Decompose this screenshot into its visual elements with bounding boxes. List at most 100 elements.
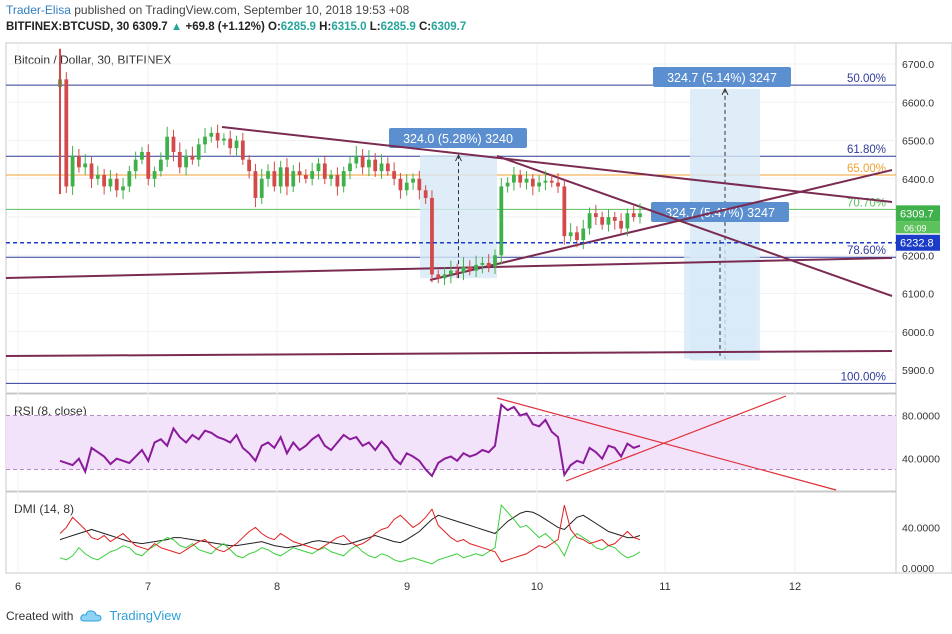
candle-body	[335, 174, 340, 187]
candle-body	[474, 264, 478, 271]
candle-body	[619, 220, 623, 229]
candlestick-series	[58, 48, 642, 286]
candle-body	[83, 163, 88, 168]
candle-body	[190, 155, 195, 160]
time-tick-label: 7	[145, 581, 151, 593]
time-axis-ticks: 6 7 8 9 10 11 12	[15, 581, 801, 593]
price-line-tag: 6232.8	[900, 238, 934, 250]
candle-body	[165, 136, 170, 160]
candle-body	[234, 140, 239, 149]
candle-body	[530, 178, 535, 187]
last-price-tag: 6309.7	[900, 208, 934, 220]
dmi-plus-line	[59, 504, 641, 565]
candle-body	[203, 136, 207, 145]
price-range-tools[interactable]: 324.7 (5.14%) 3247 324.0 (5.28%) 3240 324.…	[389, 67, 791, 361]
candle-body	[543, 180, 548, 183]
open-value: 6285.9	[280, 21, 316, 33]
candle-body	[158, 159, 163, 172]
price-tick-label: 6000.0	[902, 327, 934, 339]
candle-body	[152, 171, 157, 179]
candle-body	[329, 174, 333, 179]
candle-body	[512, 174, 516, 183]
candle-body	[549, 180, 554, 183]
candle-body	[411, 178, 415, 183]
trendlines[interactable]	[5, 126, 893, 357]
dmi-label: DMI (14, 8)	[14, 502, 74, 516]
candle-body	[272, 171, 277, 187]
candle-body	[587, 213, 592, 229]
candle-body	[89, 163, 94, 179]
author-link[interactable]: Trader-Elisa	[6, 3, 71, 17]
candle-body	[303, 174, 308, 179]
open-label: O:	[268, 21, 281, 33]
candle-body	[631, 213, 636, 218]
range-label-box	[653, 67, 791, 87]
trendline	[221, 126, 893, 203]
candle-body	[348, 163, 352, 172]
candle-body	[247, 159, 252, 172]
candle-body	[177, 152, 182, 168]
range-label-text: 324.7 (5.47%) 3247	[665, 206, 775, 220]
candle-body	[114, 178, 119, 191]
candle-body	[297, 171, 302, 175]
candle-body	[505, 182, 510, 187]
trendline	[5, 350, 893, 357]
symbol-label: BITFINEX:BTCUSD, 30	[6, 21, 130, 33]
adx-line	[59, 510, 641, 549]
tradingview-cloud-icon	[80, 609, 102, 621]
candle-body	[64, 79, 69, 187]
candle-body	[398, 178, 403, 191]
low-label: L:	[369, 21, 381, 33]
candle-body	[524, 178, 529, 183]
price-tick-label: 6500.0	[902, 136, 934, 148]
high-label: H:	[319, 21, 332, 33]
price-tags: 6309.7 06:09 6232.8	[6, 205, 940, 251]
dmi-series: 40.0000 0.0000	[59, 504, 940, 575]
candle-body	[240, 140, 245, 160]
price-axis[interactable]	[895, 42, 952, 574]
candle-body	[266, 171, 270, 179]
candle-body	[486, 262, 491, 267]
rsi-tick-label: 80.0000	[902, 411, 940, 423]
footer: Created with TradingView	[6, 608, 181, 623]
close-label: C:	[418, 21, 432, 33]
candle-body	[291, 171, 296, 187]
candle-body	[600, 217, 605, 225]
candle-body	[322, 163, 327, 179]
time-tick-label: 11	[659, 581, 670, 593]
price-change: +69.8 (+1.12%)	[185, 21, 265, 33]
dmi-minus-line	[59, 505, 641, 563]
rsi-trendline	[496, 397, 837, 491]
candle-body	[581, 228, 586, 240]
chart-canvas[interactable]: Bitcoin / Dollar, 30, BITFINEX RSI (8, c…	[0, 38, 952, 600]
candle-body	[285, 167, 289, 187]
range-label-text: 324.0 (5.28%) 3240	[403, 132, 513, 146]
triangle-up-icon: ▲	[170, 21, 183, 33]
candle-body	[373, 159, 378, 172]
rsi-series: 80.0000 40.0000	[6, 395, 940, 491]
candle-body	[562, 186, 567, 237]
fib-level-label: 78.60%	[847, 245, 886, 257]
tradingview-brand[interactable]: TradingView	[109, 608, 181, 623]
trendline	[429, 169, 893, 281]
candle-body	[196, 144, 201, 160]
candle-body	[228, 138, 233, 149]
candle-body	[467, 266, 472, 271]
candle-body	[108, 178, 113, 187]
candle-body	[385, 163, 390, 172]
dmi-panel[interactable]	[5, 491, 897, 574]
high-value: 6315.0	[331, 21, 367, 33]
ohlc-line: BITFINEX:BTCUSD, 30 6309.7 ▲ +69.8 (+1.1…	[6, 21, 466, 33]
fib-level-label: 50.00%	[847, 73, 886, 85]
time-tick-label: 9	[404, 581, 410, 593]
candle-body	[423, 190, 428, 198]
candle-body	[436, 274, 441, 279]
candle-body	[77, 155, 81, 168]
price-line-tag-bg	[896, 234, 940, 251]
price-tick-label: 6400.0	[902, 174, 934, 186]
candle-body	[316, 163, 321, 172]
candle-body	[341, 171, 346, 187]
countdown-tag-bg	[896, 221, 940, 234]
price-tick-label: 6100.0	[902, 289, 934, 301]
candle-body	[253, 171, 258, 198]
